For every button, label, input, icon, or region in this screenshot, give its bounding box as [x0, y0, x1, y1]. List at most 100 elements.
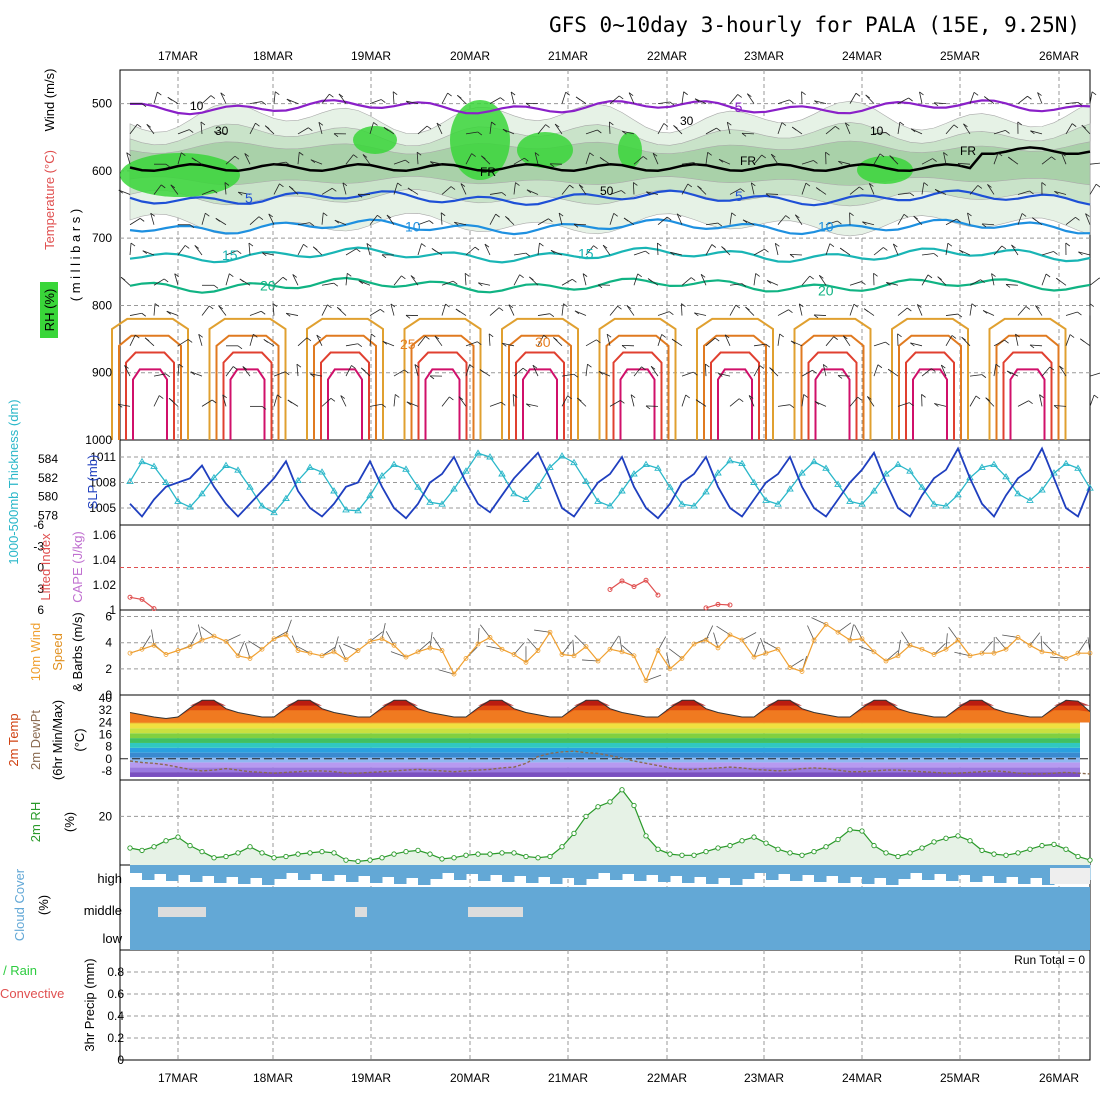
- wind-barb-flag: [597, 284, 603, 289]
- pressure-tick: 800: [92, 298, 112, 312]
- wind-barb: [657, 216, 668, 226]
- wind-barb: [801, 160, 814, 165]
- wind-barb: [249, 310, 262, 316]
- wind-barb-flag: [843, 335, 848, 340]
- wind-barb-flag: [789, 404, 795, 409]
- wind-barb-flag: [404, 369, 409, 374]
- date-label-bottom: 19MAR: [351, 1071, 391, 1085]
- wind-barb-flag: [130, 242, 136, 247]
- cloud-row-label: low: [102, 931, 122, 946]
- wind-barb-flag: [815, 187, 821, 191]
- lifted-index-point: [715, 601, 721, 607]
- wind10m-point: [907, 642, 913, 648]
- wind-barb-flag: [859, 186, 864, 191]
- cloud-high-bar: [886, 865, 899, 885]
- warm-isotherm-loop: [208, 317, 287, 440]
- cloud-high-bar: [358, 865, 371, 876]
- wind-barb-flag: [1001, 245, 1007, 250]
- wind-barb-flag: [1011, 244, 1016, 249]
- wind-barb-flag: [766, 280, 772, 284]
- wind-barb: [1041, 273, 1047, 286]
- wind10m-barb: [901, 631, 911, 646]
- wind10m-point: [655, 648, 661, 653]
- cloud-high-bar: [946, 865, 959, 881]
- wind-barb: [268, 213, 275, 225]
- wind-barb-flag: [362, 154, 368, 158]
- wind-barb-flag: [889, 155, 894, 159]
- wind-barb: [910, 128, 923, 135]
- wind-barb-flag: [478, 282, 483, 287]
- rh2m-point: [775, 846, 781, 852]
- wind-barb: [153, 395, 160, 407]
- rh-tick: 20: [99, 809, 113, 823]
- warm-isotherm-loop: [905, 351, 955, 440]
- wind-barb: [886, 281, 899, 286]
- wind-barb-flag: [117, 403, 123, 408]
- wind-barb-flag: [208, 305, 214, 310]
- wind-barb: [129, 334, 136, 346]
- wind10m-speed-line: [129, 623, 1090, 683]
- wind-barb-flag: [652, 152, 658, 157]
- rh2m-point: [223, 853, 229, 860]
- wind10m-barb: [763, 641, 779, 650]
- wind-barb: [414, 364, 419, 377]
- wind-barb: [249, 216, 260, 226]
- wind-barb: [993, 339, 1005, 347]
- wind-barb-flag: [599, 157, 605, 161]
- rh2m-point: [607, 799, 613, 805]
- wind-barb: [748, 395, 755, 407]
- wind10m-barb: [486, 645, 503, 650]
- wind-barb: [534, 152, 539, 165]
- wind-barb: [345, 343, 358, 347]
- wind-barb-flag: [742, 219, 748, 224]
- wind-barb: [464, 273, 467, 286]
- wind-barb: [873, 132, 886, 135]
- cloud-high-bar: [526, 865, 539, 883]
- wind-barb: [704, 364, 707, 377]
- lifted-index-point: [727, 602, 733, 608]
- cloud-high-bar: [826, 865, 839, 876]
- wind-barb-flag: [980, 279, 985, 283]
- wind10m-barb: [432, 636, 443, 651]
- wind-barb-flag: [981, 374, 987, 378]
- wind-barb: [362, 154, 371, 165]
- rh2m-point: [799, 852, 805, 858]
- wind-barb-flag: [522, 367, 528, 372]
- temp-tick: 8: [105, 740, 112, 754]
- wind-barb: [222, 394, 227, 407]
- wind-barb: [967, 212, 971, 225]
- rh2m-point: [331, 850, 337, 856]
- wind-barb-flag: [759, 365, 765, 369]
- wind-barb-flag: [303, 243, 308, 248]
- cloud-high-bar: [646, 865, 659, 875]
- cloud-high-bar: [766, 865, 779, 880]
- wind-barb: [417, 125, 428, 135]
- wind-barb-flag: [981, 223, 987, 228]
- wind-barb: [574, 310, 587, 316]
- wind-barb-flag: [839, 247, 845, 252]
- rh-contour-label: 10: [870, 124, 884, 138]
- wind-barb: [118, 403, 131, 407]
- wind-barb-flag: [741, 132, 747, 137]
- thickness-point: [150, 462, 158, 469]
- ylabel-slp: SLP (mb): [85, 455, 100, 510]
- wind-barb-flag: [381, 99, 386, 103]
- wind-barb: [410, 275, 419, 286]
- wind-barb-flag: [495, 213, 500, 218]
- wind-barb-flag: [1077, 311, 1082, 316]
- wind-barb-flag: [479, 369, 485, 373]
- rh2m-point: [511, 850, 517, 856]
- temp-color-band: [130, 742, 1080, 748]
- wind10m-point: [1027, 642, 1033, 648]
- wind-barb: [598, 371, 611, 377]
- wind-barb-flag: [887, 368, 893, 373]
- lifted-index-point: [643, 577, 649, 583]
- wind-barb: [934, 189, 947, 195]
- rh-contour-label: 50: [600, 184, 614, 198]
- wind-barb: [382, 340, 395, 347]
- wind-barb-flag: [934, 189, 940, 193]
- wind-barb-flag: [596, 339, 601, 344]
- wind10m-point: [847, 637, 853, 643]
- wind-barb: [1039, 394, 1043, 407]
- rh-high-patch: [618, 132, 642, 168]
